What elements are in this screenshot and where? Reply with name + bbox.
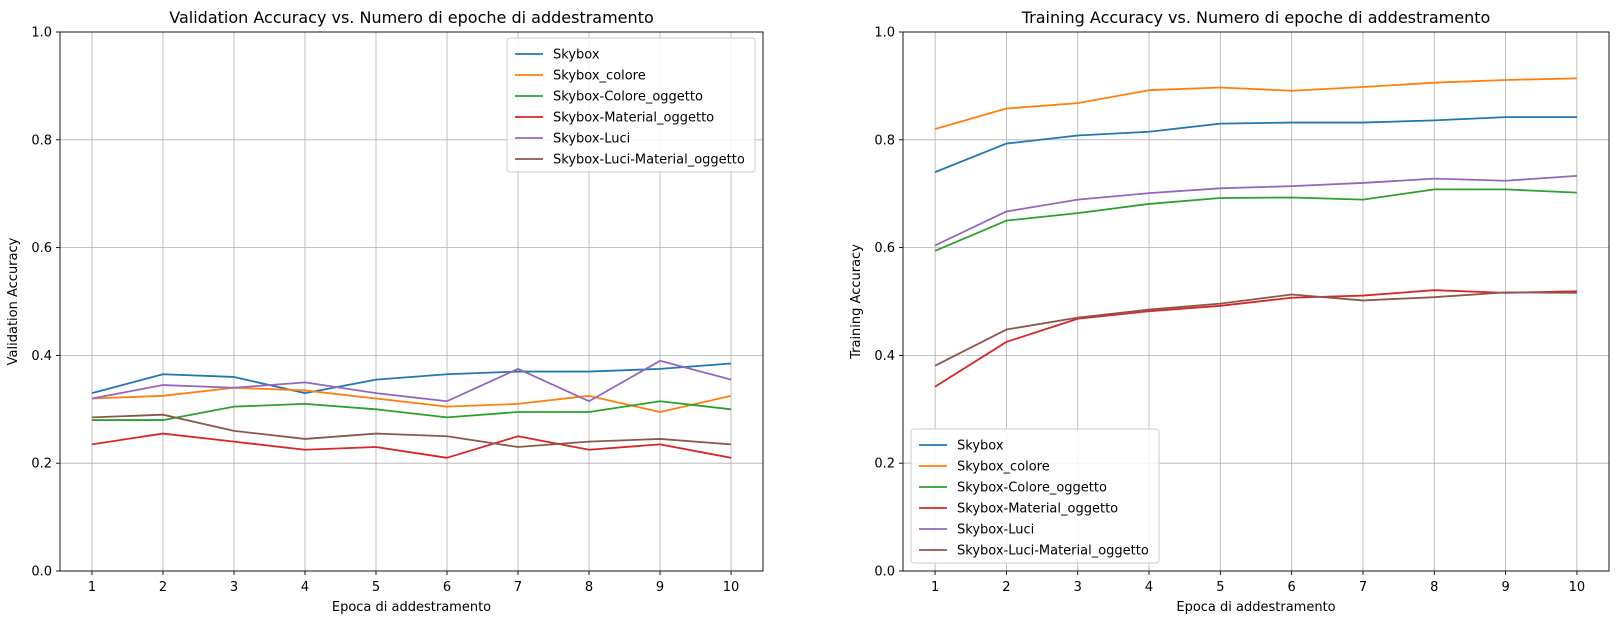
y-tick-label: 0.6 [874,241,895,256]
series-line-skybox-colore [934,77,1577,130]
x-tick-label: 2 [159,580,167,595]
validation-accuracy-chart: 1 2 3 4 5 6 7 8 9 10 0.0 0.2 0.4 0.6 0.8 1.0 Validation … [6,8,764,615]
series-line-skybox [91,362,732,395]
y-axis-label: Training Accuracy [849,244,864,360]
x-tick-label: 1 [931,580,939,595]
legend: Skybox Skybox_colore Skybox-Colore_oggetto… [506,37,756,173]
y-tick-label: 0.8 [31,133,52,148]
y-tick-label: 0.8 [874,133,895,148]
x-tick-label: 3 [1074,580,1082,595]
axes-frame [59,31,764,572]
x-axis-label: Epoca di addestramento [332,600,491,615]
x-tick-label: 5 [372,580,380,595]
series-line-skybox-luci-material-oggetto [934,291,1577,367]
x-tick-label: 5 [1216,580,1224,595]
x-axis-label: Epoca di addestramento [1176,600,1335,615]
legend-label: Skybox [957,439,1004,454]
series-line-skybox-luci [934,175,1577,247]
y-tick-label: 1.0 [874,26,895,41]
y-tick-label: 0.4 [31,349,52,364]
legend: Skybox Skybox_colore Skybox-Colore_oggetto… [910,428,1160,564]
legend-label: Skybox-Luci-Material_oggetto [553,153,745,168]
legend-box [506,37,756,173]
y-tick-label: 0.0 [874,565,895,580]
x-tick-label: 6 [1288,580,1296,595]
x-tick-label: 8 [1430,580,1438,595]
x-tick-label: 4 [301,580,309,595]
series-line-skybox-luci-material-oggetto [91,413,732,448]
y-tick-label: 0.0 [31,565,52,580]
axes-frame [902,31,1610,572]
chart-title: Training Accuracy vs. Numero di epoche d… [1021,8,1491,27]
y-tick-label: 1.0 [31,26,52,41]
x-tick-label: 7 [514,580,522,595]
y-tick-label: 0.2 [31,457,52,472]
training-accuracy-chart: 1 2 3 4 5 6 7 8 9 10 0.0 0.2 0.4 0.6 0.8 1.0 Training Ac… [849,8,1610,615]
legend-label: Skybox_colore [553,69,646,84]
series-line-skybox-colore [91,386,732,413]
x-tick-label: 9 [1501,580,1509,595]
legend-label: Skybox-Luci-Material_oggetto [957,544,1149,559]
legend-label: Skybox-Luci [553,132,630,147]
legend-box [910,428,1160,564]
series-line-skybox-colore-oggetto [934,188,1577,252]
x-tick-label: 9 [656,580,664,595]
series-line-skybox [934,116,1577,173]
x-tick-label: 1 [88,580,96,595]
series-line-skybox-material-oggetto [91,432,732,459]
x-tick-label: 10 [723,580,740,595]
y-tick-label: 0.6 [31,241,52,256]
legend-label: Skybox-Colore_oggetto [957,481,1107,496]
legend-label: Skybox-Material_oggetto [957,502,1118,517]
x-tick-label: 6 [443,580,451,595]
legend-label: Skybox_colore [957,460,1050,475]
series-line-skybox-colore-oggetto [91,400,732,421]
legend-label: Skybox-Material_oggetto [553,111,714,126]
x-tick-label: 2 [1002,580,1010,595]
legend-label: Skybox [553,48,600,63]
legend-label: Skybox-Luci [957,523,1034,538]
x-tick-label: 4 [1145,580,1153,595]
x-tick-label: 10 [1569,580,1586,595]
x-tick-label: 3 [230,580,238,595]
chart-title: Validation Accuracy vs. Numero di epoche… [169,8,653,27]
x-tick-label: 8 [585,580,593,595]
x-tick-label: 7 [1359,580,1367,595]
y-tick-label: 0.2 [874,457,895,472]
y-tick-label: 0.4 [874,349,895,364]
series-line-skybox-material-oggetto [934,289,1577,388]
legend-label: Skybox-Colore_oggetto [553,90,703,105]
y-axis-label: Validation Accuracy [6,237,21,365]
series-line-skybox-luci [91,359,732,403]
